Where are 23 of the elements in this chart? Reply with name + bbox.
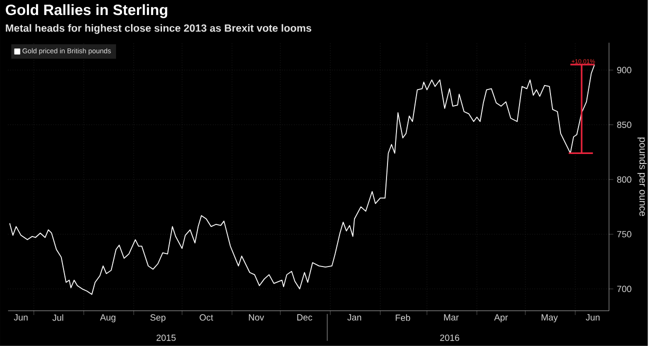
x-tick-label: May <box>542 314 558 322</box>
chart-title: Gold Rallies in Sterling <box>6 4 168 18</box>
y-tick-label: 750 <box>617 231 632 238</box>
y-tick-label: 800 <box>617 176 632 183</box>
x-tick-label: Jun <box>586 314 600 321</box>
x-tick-label: Jun <box>14 314 28 321</box>
x-tick-label: Sep <box>150 314 166 322</box>
y-tick-label: 900 <box>617 66 632 74</box>
x-tick-label: Aug <box>100 314 116 322</box>
y-tick-label: 700 <box>617 286 632 292</box>
x2-tick-label: 2016 <box>440 334 460 342</box>
x-tick-label: Oct <box>200 314 214 321</box>
y-tick-label: 850 <box>617 122 632 128</box>
x-tick-label: Nov <box>248 314 264 321</box>
x-tick-label: Feb <box>396 314 410 321</box>
x-tick-label: Jul <box>52 314 64 321</box>
x-tick-label: Dec <box>297 314 312 321</box>
x-tick-label: Mar <box>444 314 459 321</box>
x-tick-label: Apr <box>494 314 508 322</box>
x-tick-label: Jan <box>347 314 362 321</box>
chart-subtitle: Metal heads for highest close since 2013 as Brexit vote looms <box>6 24 312 34</box>
y-axis-title: pounds per ounce <box>637 138 647 216</box>
x2-tick-label: 2015 <box>156 334 176 342</box>
